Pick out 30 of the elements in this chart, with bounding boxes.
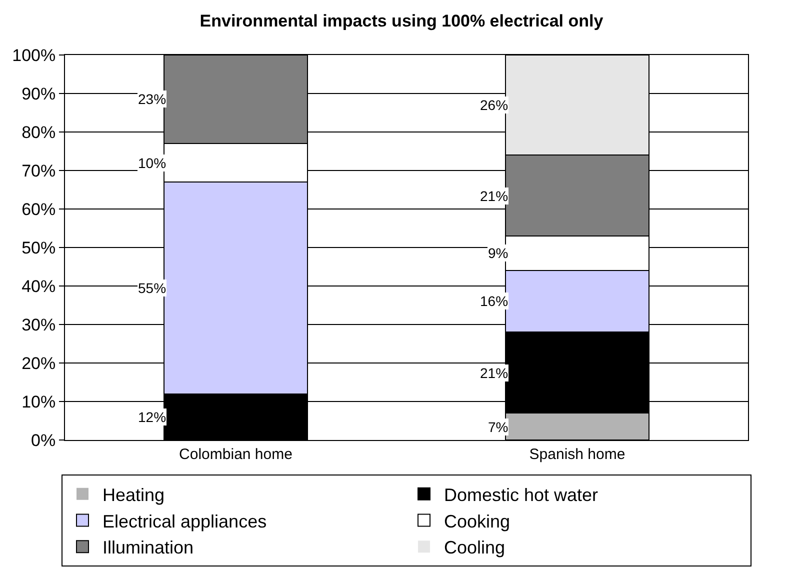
data-label: 12%	[138, 409, 166, 425]
legend-label: Domestic hot water	[444, 484, 598, 505]
y-tick-label: 10%	[22, 392, 56, 412]
data-label: 10%	[138, 155, 166, 171]
data-label: 21%	[480, 188, 508, 204]
legend-label: Electrical appliances	[102, 511, 267, 532]
data-label: 55%	[138, 280, 166, 296]
y-tick-label: 20%	[22, 354, 56, 373]
x-tick-label: Colombian home	[179, 446, 292, 463]
legend-label: Cooling	[444, 538, 506, 558]
y-tick-label: 30%	[22, 315, 56, 334]
data-label: 16%	[480, 293, 508, 309]
x-tick-label: Spanish home	[529, 446, 626, 463]
data-label: 23%	[138, 91, 166, 107]
y-tick-label: 90%	[22, 84, 56, 104]
y-tick-label: 40%	[22, 276, 56, 296]
legend-label: Cooking	[444, 511, 510, 532]
legend-label: Illumination	[102, 538, 194, 558]
y-tick-label: 0%	[31, 430, 56, 450]
data-label: 26%	[480, 97, 508, 113]
y-tick-label: 50%	[22, 238, 56, 258]
chart-title: Environmental impacts using 100% electrical only	[200, 12, 604, 31]
y-tick-label: 100%	[12, 46, 56, 65]
data-label: 9%	[488, 245, 508, 261]
data-label: 21%	[480, 365, 508, 381]
y-tick-label: 70%	[22, 161, 56, 180]
y-tick-label: 80%	[22, 122, 56, 142]
data-label: 7%	[488, 419, 508, 435]
y-tick-label: 60%	[22, 200, 56, 219]
legend-label: Heating	[102, 484, 165, 505]
